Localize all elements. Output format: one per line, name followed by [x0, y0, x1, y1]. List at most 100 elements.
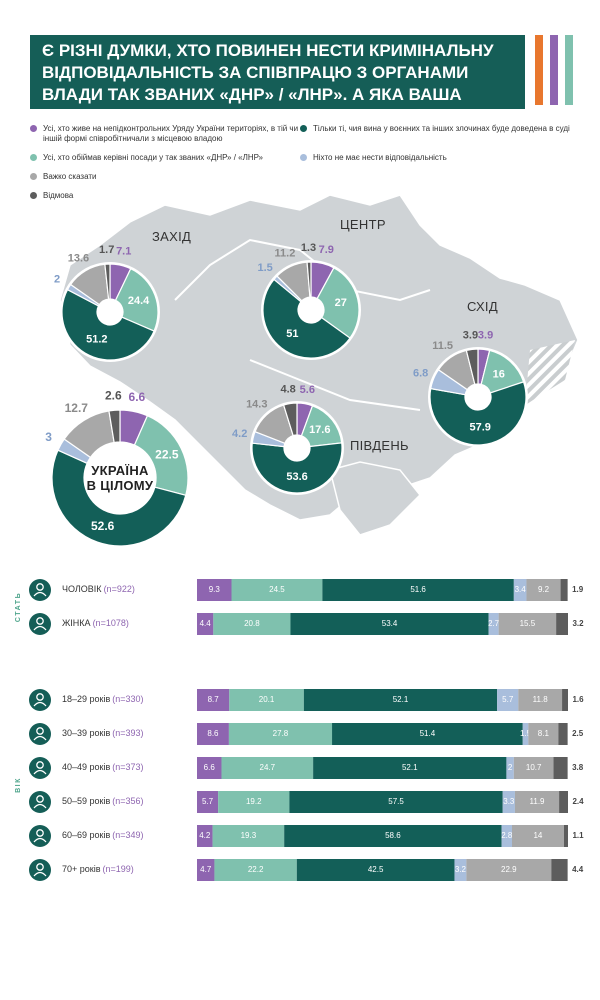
bar-value-label: 4.2: [199, 831, 211, 840]
legend-item: Ніхто не має нести відповідальність: [300, 153, 570, 163]
legend-item: Тільки ті, чия вина у воєнних та інших з…: [300, 124, 570, 144]
bar-value-label: 24.7: [260, 763, 276, 772]
legend-item: Усі, хто живе на непідконтрольних Уряду …: [30, 124, 300, 144]
header-box: [30, 35, 525, 109]
group-label: СТАТЬ: [15, 592, 22, 622]
pie-value-label: 57.9: [469, 421, 490, 433]
pie-value-label: 3: [45, 430, 52, 444]
legend-label: Відмова: [43, 191, 74, 200]
group-label: ВІК: [15, 777, 22, 793]
row-icon-body: [33, 625, 47, 631]
bar-segment: [513, 757, 554, 779]
category-label: 70+ років: [62, 864, 101, 874]
legend-item: Відмова: [30, 191, 300, 201]
pie-value-label: 1.5: [257, 262, 272, 274]
bar-segment: [221, 757, 314, 779]
bar-segment: [528, 723, 559, 745]
bar-value-label: 20.8: [244, 619, 260, 628]
pie-value-label: 14.3: [246, 399, 267, 411]
bar-value-label: 6.6: [204, 763, 216, 772]
bar-segment: [556, 613, 568, 635]
pie-value-label: 4.2: [232, 428, 247, 440]
pie-title: ЦЕНТР: [340, 217, 386, 232]
bar-segment: [284, 825, 502, 847]
row-label: 60–69 років (n=349): [62, 830, 144, 840]
row-label: ЧОЛОВІК (n=922): [62, 584, 135, 594]
pie-hole: [97, 299, 123, 325]
bar-segment: [553, 757, 568, 779]
bar-value-label: 24.5: [269, 585, 285, 594]
bar-value-label: 15.5: [520, 619, 536, 628]
bar-segment: [454, 859, 467, 881]
legend-swatch: [30, 125, 37, 132]
bar-value-label: 53.4: [382, 619, 398, 628]
bar-segment: [558, 723, 568, 745]
map-occupied: [525, 340, 575, 405]
legend-item: Важко сказати: [30, 172, 300, 182]
pie-value-label: 11.5: [432, 340, 453, 352]
bar-value-label: 4.4: [572, 865, 584, 874]
bar-value-label: 1.5: [520, 729, 532, 738]
pie-value-label: 2.6: [105, 388, 122, 402]
bar-value-label: 5.7: [202, 797, 214, 806]
bar-value-label: 57.5: [388, 797, 404, 806]
bar-segment: [501, 825, 512, 847]
pie-value-label: 2: [54, 274, 60, 286]
bar-value-label: 3.8: [572, 763, 584, 772]
bar-segment: [466, 859, 552, 881]
bar-segment: [228, 723, 333, 745]
bar-segment: [290, 613, 489, 635]
row-icon-head: [36, 583, 44, 591]
pie-value-label: 3.9: [463, 329, 478, 341]
bar-value-label: 2: [508, 763, 513, 772]
category-note: (n=330): [112, 694, 143, 704]
pie-hole: [84, 442, 156, 514]
bar-segment: [218, 791, 290, 813]
bar-segment: [562, 689, 568, 711]
row-icon-head: [36, 761, 44, 769]
bar-value-label: 52.1: [402, 763, 418, 772]
pie-value-label: 17.6: [309, 424, 330, 436]
pie-value-label: 1.7: [99, 244, 114, 256]
bar-segment: [488, 613, 499, 635]
category-label: 40–49 років: [62, 762, 110, 772]
row-icon-body: [33, 837, 47, 843]
pie-value-label: 22.5: [155, 448, 179, 462]
bar-segment: [197, 791, 219, 813]
bar-value-label: 1.9: [572, 585, 584, 594]
category-note: (n=922): [104, 584, 135, 594]
row-icon-body: [33, 591, 47, 597]
bar-segment: [197, 859, 215, 881]
pie-title: СХІД: [467, 299, 498, 314]
bar-segment: [526, 579, 561, 601]
bar-segment: [513, 579, 527, 601]
bar-value-label: 8.7: [208, 695, 220, 704]
pie-title: ЗАХІД: [152, 229, 192, 244]
bar-value-label: 22.9: [501, 865, 517, 874]
bar-segment: [506, 757, 514, 779]
bar-segment: [289, 791, 503, 813]
category-note: (n=356): [112, 796, 143, 806]
pie-value-label: 13.6: [68, 253, 89, 265]
row-icon-body: [33, 769, 47, 775]
pie-value-label: 7.9: [319, 244, 334, 256]
bar-segment: [522, 723, 529, 745]
pie-value-label: 51: [286, 328, 298, 340]
legend-label: Усі, хто обіймав керівні посади у так зв…: [43, 153, 263, 162]
bar-segment: [303, 689, 498, 711]
bar-value-label: 51.4: [420, 729, 436, 738]
row-icon-body: [33, 871, 47, 877]
pie-hole: [298, 297, 324, 323]
legend-swatch: [300, 125, 307, 132]
bar-segment: [502, 791, 515, 813]
bar-value-label: 19.2: [246, 797, 262, 806]
pie-value-label: 3.9: [478, 329, 493, 341]
pie-value-label: 11.2: [275, 248, 296, 260]
legend-label: Важко сказати: [43, 172, 97, 181]
bar-value-label: 4.4: [200, 619, 212, 628]
category-note: (n=393): [112, 728, 143, 738]
legend-swatch: [30, 173, 37, 180]
bar-segment: [214, 859, 297, 881]
legend-swatch: [30, 192, 37, 199]
bar-segment: [197, 613, 214, 635]
